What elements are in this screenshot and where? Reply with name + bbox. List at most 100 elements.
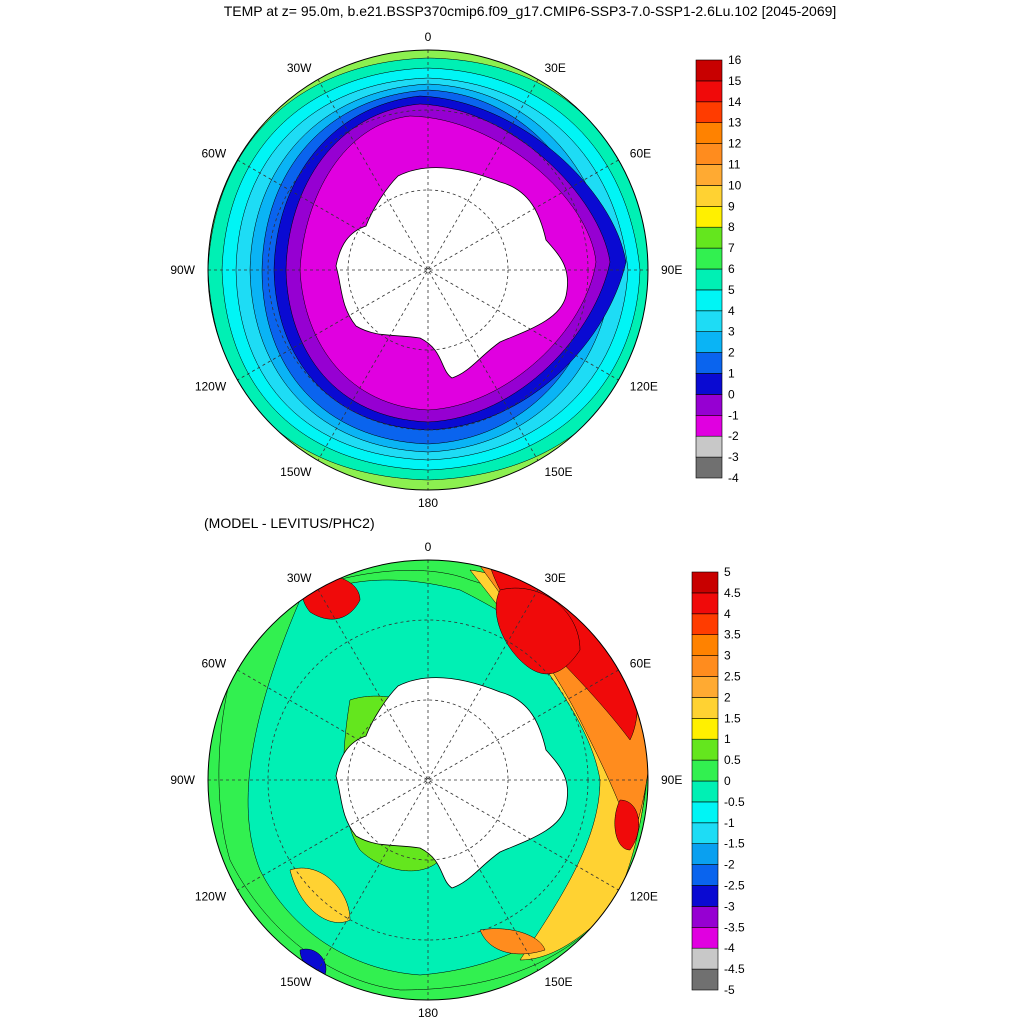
colorbar-swatch: [695, 331, 723, 353]
colorbar-swatch: [691, 864, 719, 886]
colorbar-tick-label: -3: [724, 899, 735, 913]
colorbar-tick-label: -4.5: [724, 962, 745, 976]
colorbar-swatch: [691, 592, 719, 615]
colorbar-swatch: [691, 926, 719, 949]
longitude-label: 150E: [545, 465, 573, 479]
colorbar-tick-label: 1: [724, 732, 731, 746]
colorbar-tick-label: 5: [724, 565, 731, 579]
colorbar-tick-label: 3.5: [724, 628, 741, 642]
colorbar-tick-label: -3: [728, 450, 739, 464]
colorbar-swatch: [695, 143, 723, 165]
longitude-label: 60E: [630, 657, 651, 671]
colorbar-tick-label: 4.5: [724, 586, 741, 600]
longitude-label: 0: [425, 540, 432, 554]
colorbar-swatch: [695, 456, 723, 479]
top-map: 0 30E 60E 90E 120E 150E 180 150W 120W 90W 60W 30W: [170, 30, 682, 510]
colorbar-swatch: [695, 268, 723, 291]
colorbar-swatch: [691, 571, 719, 594]
colorbar-swatch: [695, 289, 723, 312]
colorbar-tick-label: 2: [724, 690, 731, 704]
colorbar-tick-label: 5: [728, 283, 735, 297]
colorbar-swatch: [691, 843, 719, 865]
colorbar-swatch: [695, 352, 723, 374]
colorbar-swatch: [695, 414, 723, 437]
colorbar-tick-label: -4: [728, 471, 739, 485]
colorbar-tick-label: 0: [728, 387, 735, 401]
longitude-label: 180: [418, 496, 438, 510]
colorbar-tick-label: -4: [724, 941, 735, 955]
colorbar-swatch: [691, 801, 719, 824]
longitude-label: 60W: [202, 147, 227, 161]
longitude-label: 30E: [545, 61, 566, 75]
bottom-map: 0 30E 60E 90E 120E 150E 180 150W 120W 90W 60W 30W: [170, 540, 682, 1020]
longitude-label: 90E: [661, 263, 682, 277]
colorbar-tick-label: 4: [728, 304, 735, 318]
longitude-label: 150W: [280, 465, 312, 479]
colorbar-swatch: [695, 226, 723, 249]
longitude-label: 120E: [630, 890, 658, 904]
colorbar-swatch: [695, 80, 723, 103]
colorbar-swatch: [695, 247, 723, 270]
colorbar-tick-label: 14: [728, 95, 742, 109]
longitude-label: 150E: [545, 975, 573, 989]
colorbar-tick-label: 11: [728, 158, 741, 172]
colorbar-swatch: [691, 759, 719, 782]
colorbar-tick-label: -1: [724, 816, 735, 830]
colorbar-tick-label: -2.5: [724, 879, 745, 893]
colorbar-tick-label: -3.5: [724, 920, 745, 934]
longitude-label: 120W: [195, 890, 227, 904]
colorbar-swatch: [695, 310, 723, 332]
colorbar-swatch: [695, 59, 723, 82]
colorbar-swatch: [691, 697, 719, 719]
bottom-antarctica: [335, 677, 568, 889]
colorbar-tick-label: 8: [728, 220, 735, 234]
colorbar-tick-label: 9: [728, 199, 735, 213]
colorbar-tick-label: 4: [724, 607, 731, 621]
colorbar-tick-label: 0: [724, 774, 731, 788]
difference-subtitle: (MODEL - LEVITUS/PHC2): [204, 515, 375, 531]
colorbar-swatch: [691, 822, 719, 844]
colorbar-swatch: [691, 738, 719, 761]
longitude-label: 120W: [195, 380, 227, 394]
colorbar-swatch: [695, 206, 723, 228]
colorbar-tick-label: -2: [724, 858, 735, 872]
bottom-graticule: [208, 560, 648, 1000]
longitude-label: 30W: [287, 571, 312, 585]
top-map-border: [207, 49, 649, 491]
colorbar-tick-label: 6: [728, 262, 735, 276]
colorbar-tick-label: 13: [728, 116, 742, 130]
longitude-label: 30W: [287, 61, 312, 75]
bottom-colorbar: -5 -4.5 -4 -3.5 -3 -2.5 -2 -1.5 -1 -0.5 0 0.5 1 1.5 2 2…: [691, 565, 745, 997]
colorbar-tick-label: 3: [724, 649, 731, 663]
top-longitude-labels: 0 30E 60E 90E 120E 150E 180 150W 120W 90W 60W 30W: [170, 30, 682, 510]
colorbar-tick-label: 0.5: [724, 753, 741, 767]
longitude-label: 90W: [170, 263, 195, 277]
top-antarctica: [335, 167, 568, 379]
colorbar-swatch: [691, 947, 719, 970]
colorbar-tick-label: -2: [728, 429, 739, 443]
longitude-label: 60E: [630, 147, 651, 161]
longitude-label: 120E: [630, 380, 658, 394]
colorbar-tick-label: 2.5: [724, 670, 741, 684]
colorbar-swatch: [695, 185, 723, 207]
colorbar-tick-label: -1.5: [724, 837, 745, 851]
colorbar-tick-label: 16: [728, 53, 742, 67]
colorbar-swatch: [691, 717, 719, 740]
colorbar-swatch: [691, 906, 719, 928]
longitude-label: 90W: [170, 773, 195, 787]
longitude-label: 150W: [280, 975, 312, 989]
colorbar-swatch: [691, 968, 719, 991]
top-graticule: [208, 50, 648, 490]
colorbar-tick-label: 7: [728, 241, 735, 255]
bottom-map-border: [207, 559, 649, 1001]
longitude-label: 30E: [545, 571, 566, 585]
colorbar-tick-label: -5: [724, 983, 735, 997]
longitude-label: 0: [425, 30, 432, 44]
longitude-label: 60W: [202, 657, 227, 671]
colorbar-swatch: [695, 164, 723, 186]
colorbar-swatch: [695, 101, 723, 124]
colorbar-swatch: [695, 435, 723, 458]
colorbar-tick-label: 3: [728, 325, 735, 339]
